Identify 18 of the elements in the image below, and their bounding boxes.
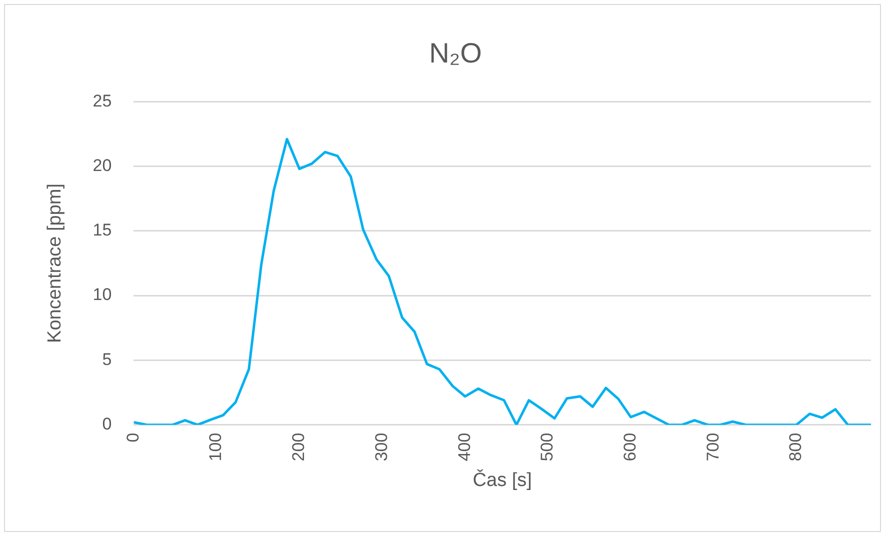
x-tick-label: 100 (206, 432, 226, 462)
x-tick-label: 300 (372, 432, 391, 462)
x-axis-title: Čas [s] (472, 468, 532, 491)
x-tick-label: 600 (620, 432, 640, 462)
y-axis-title: Koncentrace [ppm] (44, 183, 66, 343)
x-tick-label: 0 (123, 432, 142, 442)
x-tick-label: 400 (454, 432, 474, 462)
x-tick-label: 700 (703, 432, 722, 462)
chart-title: N₂O (429, 38, 482, 69)
x-tick-label: 800 (786, 432, 806, 462)
y-tick-label: 20 (92, 156, 112, 175)
y-tick-label: 25 (92, 91, 112, 110)
y-tick-label: 5 (102, 350, 112, 369)
x-tick-label: 500 (538, 432, 557, 462)
y-tick-label: 0 (102, 414, 112, 434)
x-tick-label: 200 (289, 432, 308, 462)
y-tick-label: 15 (92, 220, 112, 240)
y-tick-label: 10 (92, 285, 112, 304)
